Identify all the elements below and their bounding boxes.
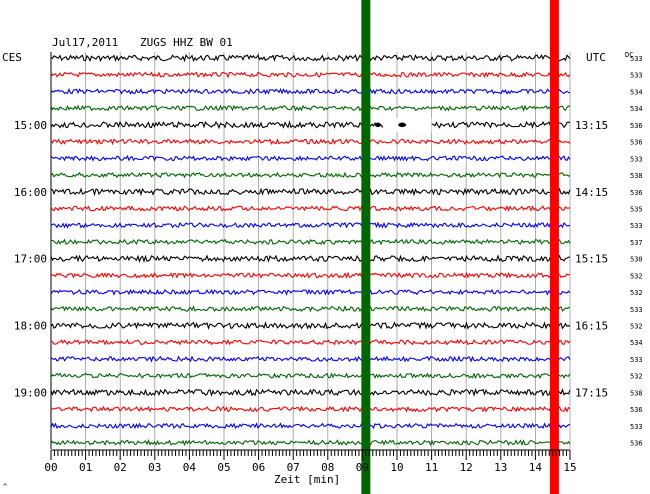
dc-offset-label: 534	[630, 105, 643, 113]
seismic-trace	[50, 171, 571, 179]
x-tick-label: 00	[44, 461, 57, 474]
hour-label-left: 15:00	[14, 119, 47, 132]
dc-offset-label: 538	[630, 389, 643, 397]
dc-offset-label: 536	[630, 122, 643, 130]
dc-offset-label: 533	[630, 72, 643, 80]
seismic-trace	[50, 387, 571, 397]
dc-offset-label: 534	[630, 88, 643, 96]
hour-label-right: 14:15	[575, 186, 608, 199]
x-tick-label: 11	[425, 461, 438, 474]
red-marker-bar	[549, 0, 559, 494]
x-tick-label: 01	[79, 461, 92, 474]
dc-offset-label: 536	[630, 440, 643, 448]
seismic-trace	[50, 120, 571, 130]
dc-offset-label: 532	[630, 323, 643, 331]
trace-blip	[374, 122, 381, 128]
seismic-trace	[50, 154, 571, 162]
x-tick-label: 13	[494, 461, 507, 474]
seismic-trace	[50, 422, 571, 430]
x-tick-label: 02	[114, 461, 127, 474]
seismic-trace	[50, 439, 571, 447]
seismic-trace	[50, 254, 570, 264]
dc-offset-label: 532	[630, 289, 643, 297]
seismic-trace	[50, 187, 571, 197]
seismic-trace	[50, 355, 571, 363]
dc-offset-label: 534	[630, 339, 643, 347]
seismic-trace	[50, 288, 571, 296]
dc-offset-label: 532	[630, 373, 643, 381]
x-axis: 00 01 02 03 04 05 06 07 08 09 10 11 12 13 14 15	[44, 449, 577, 474]
hour-label-right: 17:15	[575, 386, 608, 399]
hour-label-right: 16:15	[575, 320, 608, 333]
dc-offset-label: 537	[630, 239, 643, 247]
dc-offset-label: 533	[630, 155, 643, 163]
station-label: ZUGS HHZ BW 01	[140, 36, 233, 49]
x-tick-label: 10	[390, 461, 403, 474]
seismic-trace	[50, 372, 571, 380]
seismic-trace	[50, 405, 571, 413]
seismic-trace	[50, 238, 571, 246]
x-axis-label: Zeit [min]	[274, 473, 340, 486]
x-tick-label: 08	[321, 461, 334, 474]
dc-offset-label: 538	[630, 172, 643, 180]
data-gap	[383, 117, 432, 132]
x-tick-label: 12	[460, 461, 473, 474]
left-timezone-label: CES	[2, 51, 22, 64]
seismic-trace	[50, 71, 571, 79]
x-tick-label: 14	[529, 461, 543, 474]
x-tick-label: 15	[563, 461, 576, 474]
row-labels: 15:00 16:00 17:00 18:00 19:00 13:15 14:15 15:15…	[14, 55, 643, 448]
seismic-trace	[50, 321, 571, 330]
corner-mark: ^	[3, 483, 7, 491]
seismic-trace	[50, 53, 571, 63]
dc-offset-label: 536	[630, 139, 643, 147]
seismic-trace	[50, 305, 571, 313]
hour-label-right: 13:15	[575, 119, 608, 132]
hour-label-left: 17:00	[14, 253, 47, 266]
hour-label-right: 15:15	[575, 253, 608, 266]
dc-offset-label: 536	[630, 189, 643, 197]
dc-offset-label: 533	[630, 306, 643, 314]
x-tick-label: 09	[356, 461, 369, 474]
hour-label-left: 19:00	[14, 386, 47, 399]
x-tick-label: 05	[217, 461, 230, 474]
dc-offset-label: 536	[630, 406, 643, 414]
seismic-trace	[50, 104, 570, 112]
seismic-trace	[50, 205, 571, 213]
x-tick-label: 04	[183, 461, 197, 474]
hour-label-left: 16:00	[14, 186, 47, 199]
dc-label: DC	[625, 51, 633, 59]
date-label: Jul17,2011	[52, 36, 118, 49]
dc-offset-label: 532	[630, 272, 643, 280]
seismic-trace	[50, 221, 571, 229]
x-tick-label: 03	[148, 461, 161, 474]
right-timezone-label: UTC	[586, 51, 606, 64]
seismic-trace	[50, 87, 571, 95]
seismic-trace	[50, 138, 571, 146]
dc-offset-label: 530	[630, 256, 643, 264]
dc-offset-label: 535	[630, 205, 643, 213]
trace-blip	[398, 122, 407, 128]
event-markers	[361, 0, 559, 494]
dc-offset-label: 533	[630, 222, 643, 230]
dc-offset-label: 533	[630, 55, 643, 63]
green-marker-bar	[361, 0, 371, 494]
seismic-trace	[50, 271, 571, 279]
x-tick-label: 06	[252, 461, 265, 474]
x-tick-label: 07	[287, 461, 300, 474]
seismic-traces	[50, 53, 571, 447]
seismic-trace	[50, 338, 571, 346]
dc-offset-label: 533	[630, 423, 643, 431]
dc-offset-label: 533	[630, 356, 643, 364]
hour-label-left: 18:00	[14, 320, 47, 333]
